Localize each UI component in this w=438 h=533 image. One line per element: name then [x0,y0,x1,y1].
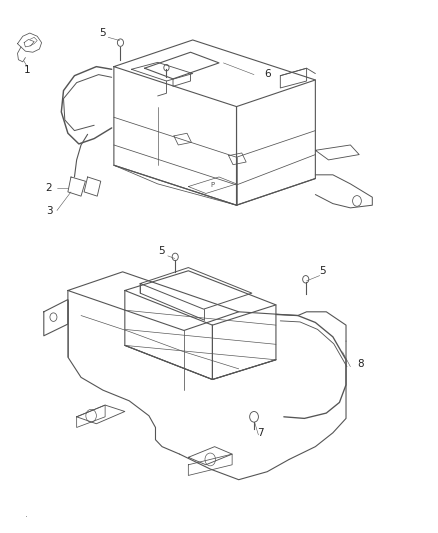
Text: 5: 5 [158,246,165,256]
Text: 3: 3 [46,206,53,215]
Text: 8: 8 [357,359,364,369]
Text: 1: 1 [24,66,31,75]
Text: ·: · [25,512,28,522]
Text: P: P [210,182,215,189]
Text: 2: 2 [46,183,53,192]
Text: 6: 6 [264,69,271,78]
Text: 5: 5 [99,28,106,38]
Text: 5: 5 [319,266,326,276]
Text: 7: 7 [257,428,264,438]
